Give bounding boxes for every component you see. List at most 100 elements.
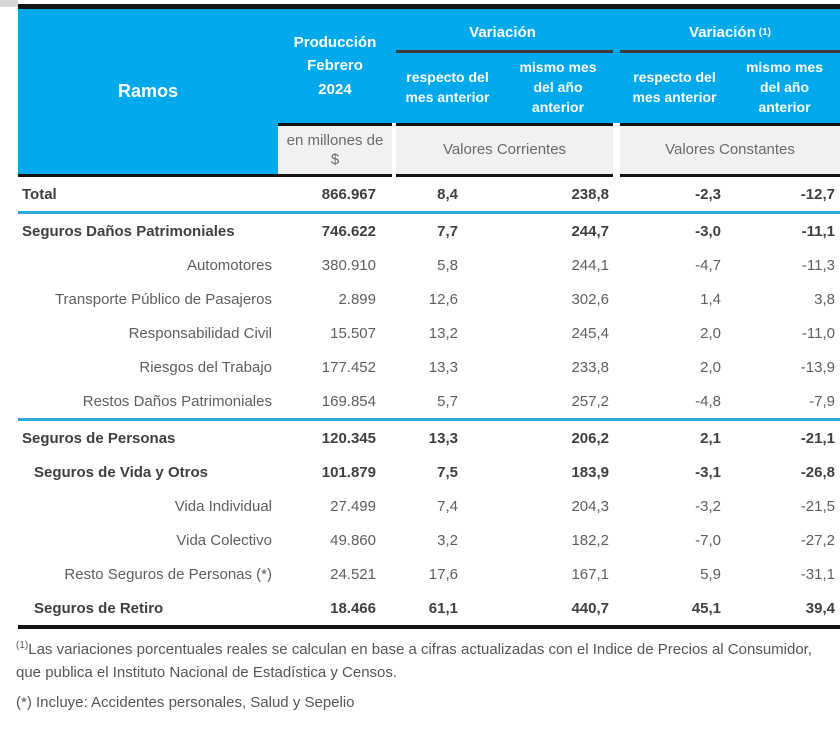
variacion-corriente-mes-value: 3,2 [437, 531, 458, 549]
variacion-constante-mes-value: 1,4 [700, 290, 721, 308]
header-bottom-line [18, 174, 392, 177]
variacion-constante-anio-value: 39,4 [805, 599, 835, 617]
produccion-value: 49.860 [330, 531, 376, 549]
produccion-value: 2.899 [338, 290, 376, 308]
produccion-value: 120.345 [321, 429, 376, 447]
table-row: Automotores 380.910 5,8 244,1 -4,7 -11,3 [18, 248, 840, 282]
valores-corrientes-cell: Valores Corrientes [396, 126, 613, 174]
production-table: Ramos Producción Febrero 2024 Variación … [18, 4, 840, 629]
variacion-constante-anio-value: -21,5 [800, 497, 835, 515]
table-row: Seguros de Personas 120.345 13,3 206,2 2… [18, 421, 840, 455]
variacion-corrientes-label: Variación [469, 23, 536, 41]
variacion-corriente-mes-value: 7,5 [437, 463, 458, 481]
row-label: Total [22, 185, 57, 203]
header-bottom-line [396, 174, 613, 177]
row-label: Vida Individual [174, 497, 272, 515]
variacion-constante-anio-value: -11,3 [801, 256, 835, 274]
produccion-value: 746.622 [321, 222, 376, 240]
header-divider-line [620, 123, 840, 126]
table-row: Vida Individual 27.499 7,4 204,3 -3,2 -2… [18, 489, 840, 523]
variacion-corriente-mes-value: 8,4 [437, 185, 458, 203]
variacion-corriente-mes-value: 12,6 [428, 290, 458, 308]
row-label: Vida Colectivo [176, 531, 272, 549]
table-row: Total 866.967 8,4 238,8 -2,3 -12,7 [18, 177, 840, 211]
row-label: Seguros de Retiro [34, 599, 164, 617]
variacion-corriente-anio-value: 440,7 [571, 599, 609, 617]
table-row: Restos Daños Patrimoniales 169.854 5,7 2… [18, 384, 840, 418]
produccion-value: 27.499 [330, 497, 376, 515]
variacion-corriente-mes-value: 7,7 [437, 222, 458, 240]
subheader-respecto-mes-corrientes: respecto del mes anterior [405, 68, 490, 105]
produccion-value: 169.854 [321, 392, 376, 410]
variacion-corriente-anio-value: 244,1 [571, 256, 609, 274]
variacion-corriente-mes-value: 13,3 [428, 429, 458, 447]
variacion-constante-mes-value: -4,8 [695, 392, 721, 410]
footnotes: (1)Las variaciones porcentuales reales s… [16, 638, 828, 714]
table-row: Resto Seguros de Personas (*) 24.521 17,… [18, 557, 840, 591]
variacion-corriente-anio-value: 233,8 [571, 358, 609, 376]
row-label: Automotores [186, 256, 272, 274]
section-separator [18, 211, 840, 214]
table-row: Transporte Público de Pasajeros 2.899 12… [18, 282, 840, 316]
row-label: Seguros de Personas [22, 429, 176, 447]
variacion-constante-anio-value: -13,9 [800, 358, 835, 376]
variacion-corriente-mes-value: 13,3 [428, 358, 458, 376]
variacion-constante-mes-value: 2,1 [700, 429, 721, 447]
header-blue-left-extension [18, 123, 278, 174]
variacion-corriente-anio-value: 204,3 [571, 497, 609, 515]
variacion-corrientes-underline [396, 50, 613, 53]
table-row: Seguros de Retiro 18.466 61,1 440,7 45,1… [18, 591, 840, 625]
variacion-constantes-underline [620, 50, 840, 53]
row-label: Resto Seguros de Personas (*) [64, 565, 272, 583]
variacion-constante-anio-value: -21,1 [800, 429, 835, 447]
produccion-value: 18.466 [330, 599, 376, 617]
produccion-value: 15.507 [330, 324, 376, 342]
variacion-footnote-marker: (1) [758, 26, 771, 38]
variacion-constante-mes-value: -3,1 [695, 463, 721, 481]
table-row: Seguros Daños Patrimoniales 746.622 7,7 … [18, 214, 840, 248]
row-label: Seguros de Vida y Otros [34, 463, 208, 481]
group-header-variacion-constantes: Variación (1) [620, 16, 840, 48]
variacion-constante-anio-value: -26,8 [800, 463, 835, 481]
produccion-value: 866.967 [321, 185, 376, 203]
variacion-constante-mes-value: 2,0 [700, 324, 721, 342]
footnote-variaciones-text: Las variaciones porcentuales reales se c… [16, 641, 813, 682]
subheader-mismo-mes-constantes: mismo mes del año anterior [745, 58, 824, 116]
variacion-corriente-mes-value: 17,6 [428, 565, 458, 583]
column-header-produccion: Producción Febrero 2024 [293, 34, 377, 98]
header-divider-line [396, 123, 613, 126]
variacion-constantes-label: Variación [689, 23, 756, 41]
variacion-constante-mes-value: 5,9 [700, 565, 721, 583]
footnote-variaciones: (1)Las variaciones porcentuales reales s… [16, 638, 828, 685]
variacion-corriente-anio-value: 238,8 [571, 185, 609, 203]
valores-constantes-cell: Valores Constantes [620, 126, 840, 174]
header-blue-background [18, 9, 840, 123]
variacion-constante-anio-value: -7,9 [809, 392, 835, 410]
produccion-value: 177.452 [321, 358, 376, 376]
table-row: Responsabilidad Civil 15.507 13,2 245,4 … [18, 316, 840, 350]
subheader-respecto-mes-constantes: respecto del mes anterior [632, 68, 717, 105]
variacion-corriente-mes-value: 5,7 [437, 392, 458, 410]
variacion-constante-mes-value: 2,0 [700, 358, 721, 376]
table-body: Total 866.967 8,4 238,8 -2,3 -12,7 Segur… [18, 177, 840, 629]
variacion-constante-anio-value: -11,0 [801, 324, 835, 342]
variacion-corriente-mes-value: 61,1 [428, 599, 458, 617]
unit-cell: en millones de $ [278, 126, 392, 174]
variacion-corriente-anio-value: 244,7 [571, 222, 609, 240]
footnote-marker: (1) [16, 640, 29, 651]
variacion-constante-anio-value: -27,2 [800, 531, 835, 549]
table-row: Vida Colectivo 49.860 3,2 182,2 -7,0 -27… [18, 523, 840, 557]
section-separator [18, 418, 840, 421]
variacion-constante-anio-value: -12,7 [800, 185, 835, 203]
variacion-corriente-anio-value: 183,9 [571, 463, 609, 481]
variacion-constante-anio-value: -11,1 [801, 222, 835, 240]
variacion-constante-mes-value: -4,7 [695, 256, 721, 274]
table-row: Seguros de Vida y Otros 101.879 7,5 183,… [18, 455, 840, 489]
table-header: Ramos Producción Febrero 2024 Variación … [18, 9, 840, 177]
subheader-mismo-mes-corrientes: mismo mes del año anterior [519, 58, 597, 116]
variacion-constante-mes-value: -3,0 [695, 222, 721, 240]
variacion-corriente-anio-value: 245,4 [571, 324, 609, 342]
group-header-variacion-corrientes: Variación [392, 16, 613, 48]
variacion-corriente-anio-value: 206,2 [571, 429, 609, 447]
